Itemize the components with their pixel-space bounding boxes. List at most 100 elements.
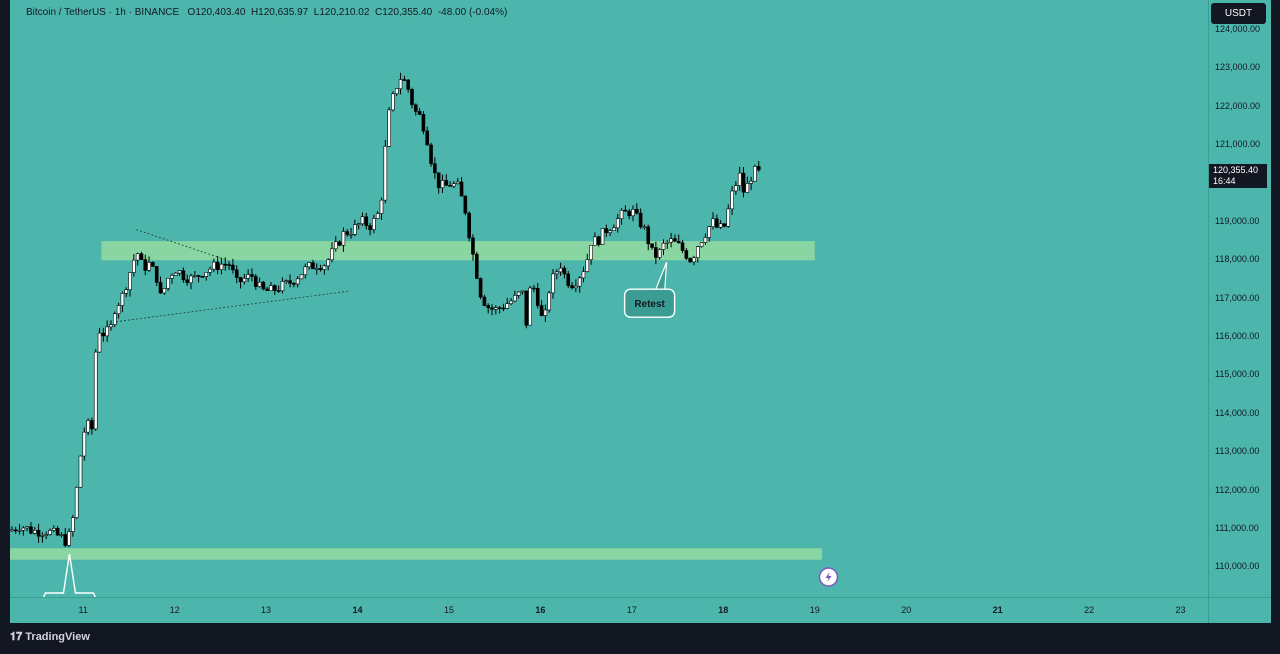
candle: [372, 218, 376, 230]
candle: [276, 290, 281, 292]
candle: [440, 180, 445, 189]
candle: [295, 278, 300, 285]
candle: [379, 199, 384, 214]
candle: [32, 529, 37, 534]
retest-label: Retest: [634, 299, 665, 310]
candle: [52, 528, 56, 531]
candle: [356, 223, 361, 226]
candle: [406, 79, 410, 90]
currency-button[interactable]: USDT: [1211, 3, 1266, 24]
candle: [200, 276, 205, 278]
candle: [330, 248, 334, 261]
candle: [250, 274, 254, 277]
price-tick-label: 111,000.00: [1215, 523, 1259, 534]
candle: [711, 218, 715, 228]
candle: [539, 305, 544, 316]
candle: [109, 324, 113, 328]
candle: [97, 332, 102, 353]
candle: [524, 290, 529, 326]
candle: [543, 309, 548, 316]
candle: [181, 270, 186, 281]
candle: [360, 216, 365, 225]
candle: [238, 277, 243, 283]
candle: [574, 285, 578, 289]
candle: [269, 285, 273, 291]
candle: [59, 534, 64, 536]
candle: [684, 250, 689, 259]
candle: [471, 237, 475, 255]
candle: [120, 293, 125, 306]
candle: [326, 259, 330, 267]
candle: [635, 209, 639, 214]
time-axis[interactable]: [10, 597, 1208, 624]
candle: [375, 213, 380, 219]
tradingview-logo[interactable]: 𝟏𝟕 TradingView: [10, 631, 90, 644]
candle: [657, 249, 662, 258]
candle: [490, 307, 494, 310]
candle: [261, 281, 266, 290]
candle: [661, 242, 666, 250]
candle: [494, 307, 498, 310]
candle: [455, 181, 460, 184]
candle: [444, 180, 449, 186]
candle: [554, 271, 559, 275]
candle: [570, 285, 574, 289]
candle: [665, 241, 670, 244]
time-tick-label: 13: [261, 605, 272, 615]
candle: [577, 277, 582, 287]
price-tick-label: 112,000.00: [1215, 484, 1260, 495]
candle: [589, 245, 593, 260]
candle: [619, 209, 624, 219]
candle: [345, 231, 350, 235]
candle: [753, 166, 757, 182]
axis-corner: [1208, 597, 1271, 624]
candle: [303, 266, 308, 276]
candle: [135, 253, 140, 261]
symbol-info: Bitcoin / TetherUS · 1h · BINANCE: [26, 7, 180, 18]
candle: [151, 262, 155, 267]
candle: [105, 326, 109, 337]
candle: [417, 111, 422, 115]
candle: [566, 273, 571, 286]
candle: [25, 526, 29, 529]
candle: [718, 223, 723, 228]
candle: [425, 130, 430, 146]
price-tick-label: 110,000.00: [1215, 561, 1260, 572]
price-tick-label: 119,000.00: [1215, 215, 1260, 226]
candle: [478, 278, 483, 298]
price-axis[interactable]: [1208, 0, 1271, 597]
candle: [394, 88, 399, 95]
candle: [532, 287, 536, 290]
lightning-icon-glyph: [825, 572, 832, 583]
price-chart-pane[interactable]: Retest Bitcoin / TetherUS · 1h · BINANCE…: [10, 0, 1208, 597]
candle: [596, 236, 601, 245]
candle: [642, 226, 647, 229]
candle: [707, 226, 712, 238]
candle: [193, 275, 197, 277]
brand-name: TradingView: [25, 631, 90, 643]
candlestick-chart[interactable]: Retest: [10, 0, 1208, 597]
candle: [21, 527, 26, 531]
candle: [654, 247, 658, 258]
time-tick-label: 15: [443, 605, 454, 615]
time-tick-label: 23: [1175, 605, 1186, 615]
candle: [497, 307, 502, 309]
price-tick-label: 113,000.00: [1215, 446, 1260, 457]
candle: [337, 241, 342, 246]
candle: [177, 270, 182, 274]
candle: [734, 185, 738, 192]
candle: [253, 276, 258, 287]
candle: [284, 280, 289, 282]
candle: [158, 282, 163, 294]
candle: [547, 292, 551, 311]
candle: [414, 104, 418, 112]
candle: [265, 288, 270, 291]
candle: [90, 420, 94, 430]
trendline-2: [116, 290, 351, 323]
candle: [242, 278, 247, 283]
candle: [257, 281, 262, 287]
candle: [318, 268, 323, 270]
tradingview-logo-icon: 𝟏𝟕: [10, 631, 23, 643]
candle: [311, 262, 315, 270]
